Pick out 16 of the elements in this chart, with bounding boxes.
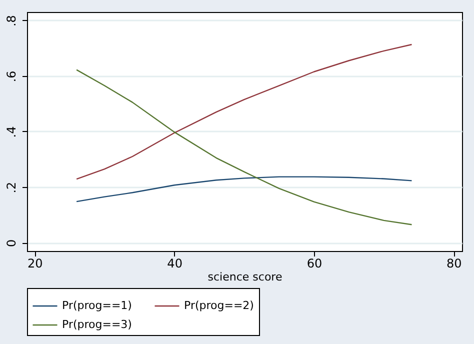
legend-label: Pr(prog==3) bbox=[62, 318, 132, 331]
y-tick-label: .2 bbox=[4, 182, 18, 194]
line-series bbox=[76, 69, 412, 226]
y-tick-label: .4 bbox=[4, 126, 18, 138]
x-tick-label: 40 bbox=[167, 256, 182, 270]
y-tick-label: .6 bbox=[4, 70, 18, 82]
line-series bbox=[76, 44, 412, 180]
x-tick-label: 20 bbox=[28, 256, 43, 270]
line-series bbox=[76, 176, 412, 202]
y-tick-label: 0 bbox=[4, 239, 18, 247]
x-tick-label: 60 bbox=[306, 256, 322, 270]
x-axis-title: science score bbox=[208, 270, 282, 284]
y-tick-label: .8 bbox=[4, 15, 18, 27]
x-tick-label: 80 bbox=[446, 256, 462, 270]
legend-label: Pr(prog==2) bbox=[184, 299, 254, 312]
legend-label: Pr(prog==1) bbox=[62, 299, 132, 312]
